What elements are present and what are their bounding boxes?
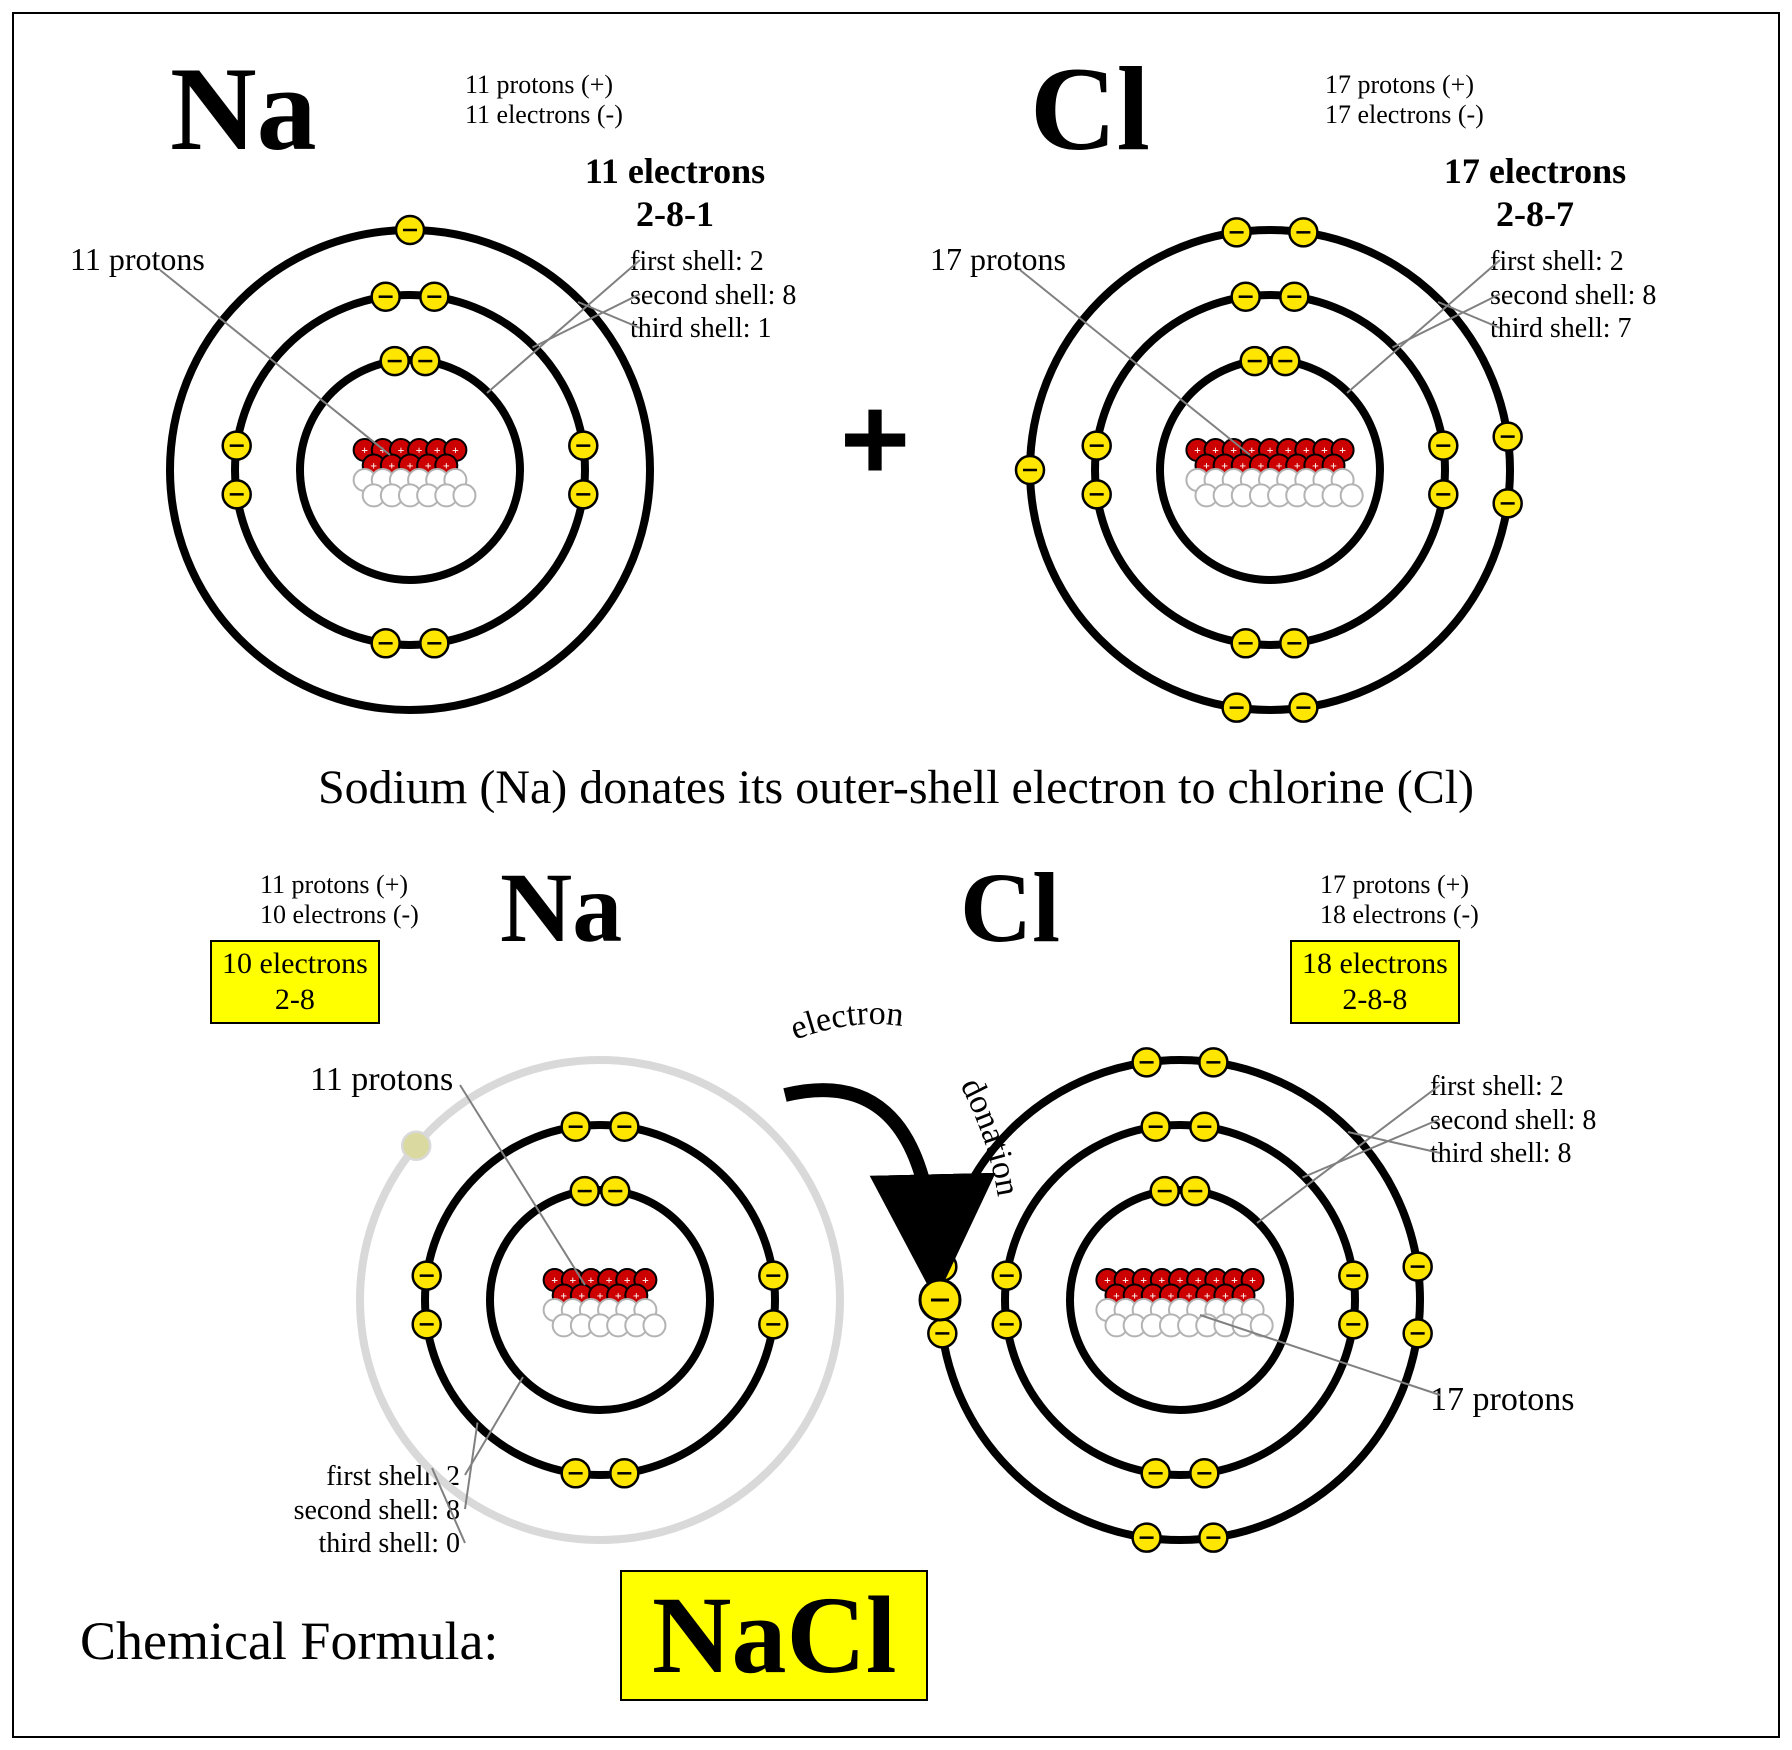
svg-text:donation: donation [953, 1072, 1027, 1199]
formula-label: Chemical Formula: [80, 1610, 498, 1672]
electron-donation-arrow: electron donation [0, 0, 1792, 1750]
svg-text:electron: electron [786, 995, 906, 1047]
chemical-formula: NaCl [620, 1570, 928, 1701]
